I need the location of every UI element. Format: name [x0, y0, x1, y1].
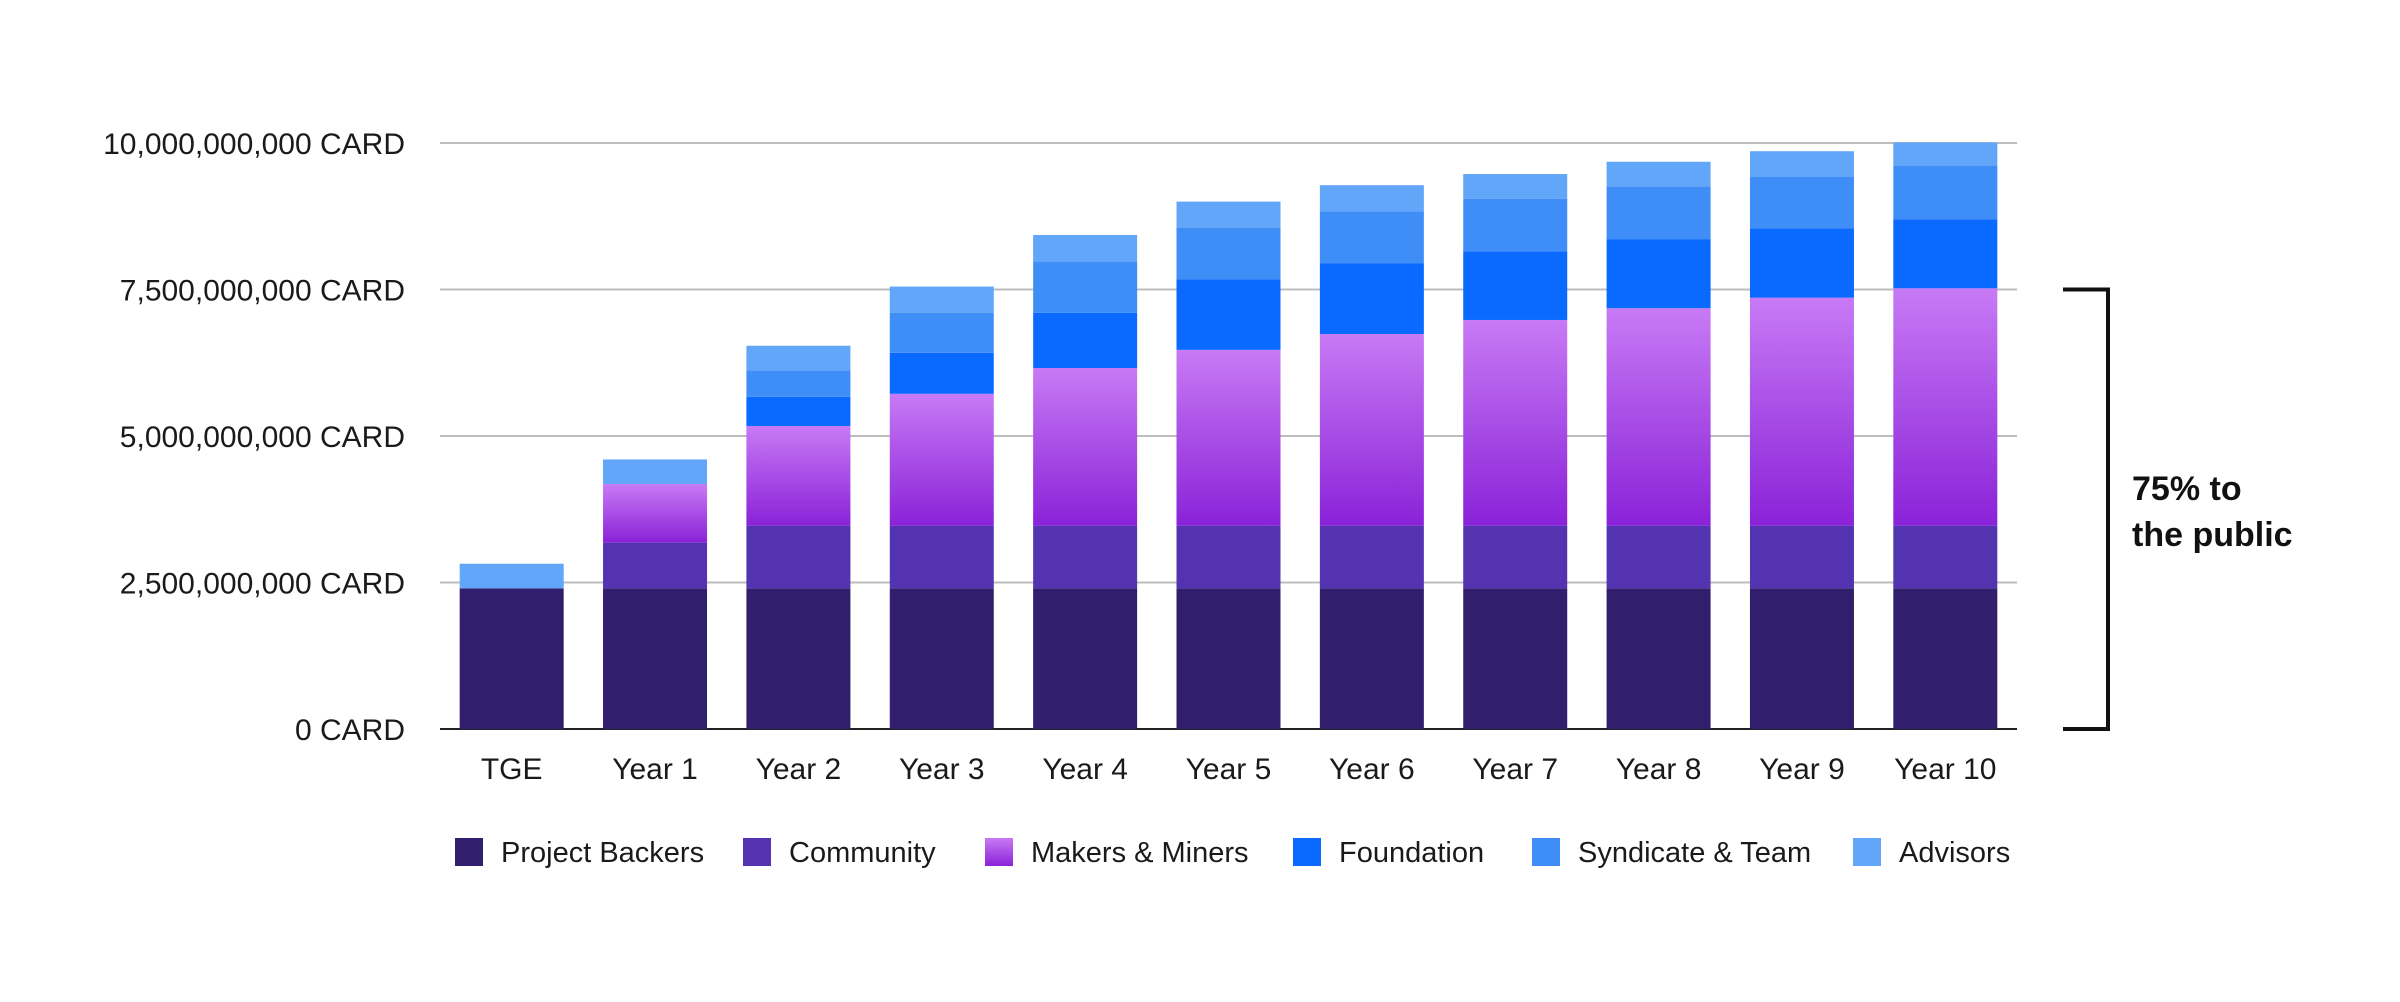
bar-segment-project-backers — [1319, 588, 1424, 729]
x-tick-label: Year 10 — [1894, 753, 1996, 786]
bar-segment-syndicate-team — [746, 370, 851, 397]
bar-segment-advisors — [1176, 201, 1281, 228]
bar-segment-project-backers — [746, 588, 851, 729]
bar-segment-project-backers — [1176, 588, 1281, 729]
bar-segment-project-backers — [1033, 588, 1138, 729]
bar-segment-community — [1606, 525, 1711, 589]
y-axis-tick-labels: 0 CARD 2,500,000,000 CARD 5,000,000,000 CA… — [103, 128, 405, 747]
bar-segment-makers-miners — [1176, 349, 1281, 526]
bar-segment-syndicate-team — [1319, 211, 1424, 264]
y-tick-label: 10,000,000,000 CARD — [103, 128, 405, 161]
bar-segment-foundation — [1319, 263, 1424, 335]
bar-segment-makers-miners — [746, 426, 851, 526]
bar-segment-foundation — [1749, 228, 1854, 298]
bar-segment-syndicate-team — [1463, 198, 1568, 252]
legend-label: Project Backers — [501, 837, 704, 869]
bar-segment-syndicate-team — [1606, 186, 1711, 240]
bar-segment-community — [603, 542, 708, 589]
legend-swatch — [743, 838, 771, 866]
bar-segment-makers-miners — [889, 393, 994, 526]
bar-segment-advisors — [1749, 151, 1854, 177]
annotation-line-2: the public — [2132, 516, 2293, 554]
legend: Project Backers Community Makers & Miners F… — [455, 837, 2010, 869]
bar-segment-community — [889, 525, 994, 589]
bar-segment-advisors — [1893, 142, 1998, 166]
bar-segment-community — [1319, 525, 1424, 589]
bar-segment-syndicate-team — [1176, 227, 1281, 280]
bar-segment-community — [1893, 525, 1998, 589]
y-tick-label: 7,500,000,000 CARD — [120, 275, 405, 308]
bar-segment-makers-miners — [1893, 288, 1998, 526]
bar-segment-foundation — [1176, 279, 1281, 350]
legend-swatch — [1532, 838, 1560, 866]
bar-segment-community — [1176, 525, 1281, 589]
bar-segment-advisors — [603, 459, 708, 485]
x-tick-label: Year 8 — [1616, 753, 1702, 786]
x-tick-label: Year 4 — [1042, 753, 1128, 786]
bar-segment-foundation — [1893, 219, 1998, 289]
bar-segment-project-backers — [459, 588, 564, 729]
x-tick-label: Year 5 — [1186, 753, 1272, 786]
bar-segment-syndicate-team — [889, 312, 994, 353]
bar-segment-foundation — [1463, 251, 1568, 320]
bar-segment-makers-miners — [1319, 334, 1424, 526]
bar-segment-advisors — [1606, 161, 1711, 187]
bar-segment-community — [1463, 525, 1568, 589]
x-tick-label: Year 6 — [1329, 753, 1415, 786]
bar-segment-advisors — [1033, 235, 1138, 262]
bar-segment-project-backers — [1893, 588, 1998, 729]
bar-segment-community — [1033, 525, 1138, 589]
bar-segment-advisors — [746, 345, 851, 371]
x-tick-label: Year 9 — [1759, 753, 1845, 786]
bar-segment-foundation — [1033, 312, 1138, 369]
bar-segment-syndicate-team — [1749, 176, 1854, 229]
legend-swatch — [1293, 838, 1321, 866]
bar-segment-project-backers — [603, 588, 708, 729]
x-tick-label: Year 2 — [756, 753, 842, 786]
y-tick-label: 5,000,000,000 CARD — [120, 421, 405, 454]
x-tick-label: Year 7 — [1472, 753, 1558, 786]
bar-segment-makers-miners — [1033, 368, 1138, 526]
bar-segment-foundation — [746, 396, 851, 427]
legend-label: Foundation — [1339, 837, 1484, 869]
bracket-icon — [2063, 287, 2110, 731]
bar-segment-project-backers — [1749, 588, 1854, 729]
bar-segment-makers-miners — [1463, 319, 1568, 526]
bar-segment-advisors — [1463, 174, 1568, 199]
bar-segment-advisors — [459, 563, 564, 589]
bar-segment-makers-miners — [1606, 308, 1711, 526]
legend-label: Makers & Miners — [1031, 837, 1249, 869]
legend-label: Advisors — [1899, 837, 2010, 869]
annotation-line-1: 75% to — [2132, 470, 2242, 508]
bar-segment-advisors — [889, 286, 994, 313]
bar-segment-syndicate-team — [1033, 261, 1138, 313]
bar-segment-foundation — [1606, 239, 1711, 309]
bar-segment-community — [1749, 525, 1854, 589]
legend-label: Syndicate & Team — [1578, 837, 1811, 869]
legend-swatch — [985, 838, 1013, 866]
bar-segment-project-backers — [889, 588, 994, 729]
legend-label: Community — [789, 837, 936, 869]
legend-swatch — [1853, 838, 1881, 866]
bar-segment-foundation — [889, 352, 994, 394]
x-tick-label: Year 3 — [899, 753, 985, 786]
annotation: 75% to the public — [2063, 287, 2293, 731]
bar-segment-syndicate-team — [1893, 165, 1998, 220]
bar-segment-community — [746, 525, 851, 589]
bar-segment-project-backers — [1606, 588, 1711, 729]
x-tick-label: Year 1 — [612, 753, 698, 786]
x-tick-label: TGE — [481, 753, 543, 786]
bar-segment-makers-miners — [1749, 297, 1854, 526]
bars — [459, 142, 1998, 729]
bar-segment-advisors — [1319, 185, 1424, 212]
bar-segment-project-backers — [1463, 588, 1568, 729]
bar-segment-makers-miners — [603, 484, 708, 543]
x-axis-tick-labels: TGE Year 1 Year 2 Year 3 Year 4 Year 5 Year 6 Y… — [481, 753, 1997, 786]
y-tick-label: 0 CARD — [295, 714, 405, 747]
y-tick-label: 2,500,000,000 CARD — [120, 568, 405, 601]
legend-swatch — [455, 838, 483, 866]
